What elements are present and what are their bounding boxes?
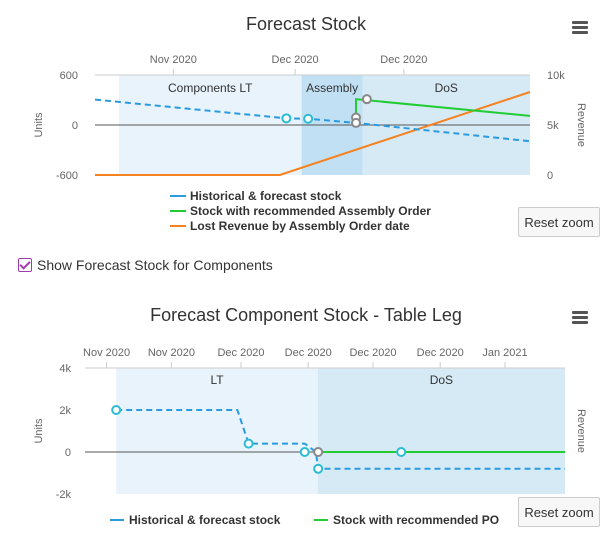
y-tick-label: -2k [56,489,72,501]
band-label: Assembly [306,81,358,95]
chart-title: Forecast Stock [246,14,367,34]
forecast-stock-chart: Forecast Stock Components LT Assembly DoS No… [33,14,587,233]
x-tick-label: Dec 2020 [349,347,396,359]
data-point [351,117,361,128]
band-label: DoS [430,373,453,387]
chart-title: Forecast Component Stock - Table Leg [150,305,462,325]
x-tick-label: Dec 2020 [417,347,464,359]
data-point [281,113,292,124]
reset-zoom-button[interactable]: Reset zoom [518,497,600,527]
series-line-recommended [355,98,531,118]
show-components-toggle[interactable]: Show Forecast Stock for Components [18,257,273,273]
x-tick-label: Nov 2020 [148,347,195,359]
legend-item-label: Stock with recommended PO [333,513,499,527]
data-point [361,94,372,105]
y-tick-label: 2k [59,405,71,417]
legend-item-label: Historical & forecast stock [190,189,342,203]
y2-axis-title: Revenue [575,409,587,453]
plot-band [116,368,318,494]
x-tick-label: Nov 2020 [83,347,130,359]
y-tick-label: 0 [65,447,71,459]
x-tick-label: Dec 2020 [272,54,319,66]
y-tick-label: 600 [60,70,78,82]
x-tick-label: Nov 2020 [150,54,197,66]
chart-menu-icon[interactable] [572,21,588,35]
data-point [243,438,254,449]
legend-item-label: Historical & forecast stock [129,513,281,527]
y2-tick-label: 0 [547,170,553,182]
data-point [313,463,324,474]
y-tick-label: 4k [59,363,71,375]
x-tick-label: Dec 2020 [380,54,427,66]
y-tick-label: -600 [56,170,78,182]
band-label: DoS [435,81,458,95]
y-tick-label: 0 [72,120,78,132]
component-stock-chart: Forecast Component Stock - Table Leg LT Do… [33,305,587,527]
data-point [299,447,310,457]
data-point [396,447,407,457]
chart-menu-icon[interactable] [572,311,588,325]
data-point [313,447,324,457]
y2-tick-label: 5k [547,120,559,132]
y2-tick-label: 10k [547,70,565,82]
x-tick-label: Dec 2020 [217,347,264,359]
toggle-checkbox[interactable] [18,258,32,272]
reset-zoom-button[interactable]: Reset zoom [518,207,600,237]
y2-axis-title: Revenue [575,103,587,147]
x-tick-label: Jan 2021 [482,347,527,359]
data-point [303,113,314,124]
y-axis-title: Units [33,418,45,444]
legend-item-label: Stock with recommended Assembly Order [190,204,431,218]
plot-band [317,368,565,494]
band-label: LT [210,373,224,387]
y-axis-title: Units [33,112,45,138]
band-label: Components LT [168,81,253,95]
legend-item-label: Lost Revenue by Assembly Order date [190,219,410,233]
toggle-label: Show Forecast Stock for Components [37,257,273,273]
x-tick-label: Dec 2020 [285,347,332,359]
series-line-lost-revenue [95,91,531,176]
data-point [111,405,122,415]
